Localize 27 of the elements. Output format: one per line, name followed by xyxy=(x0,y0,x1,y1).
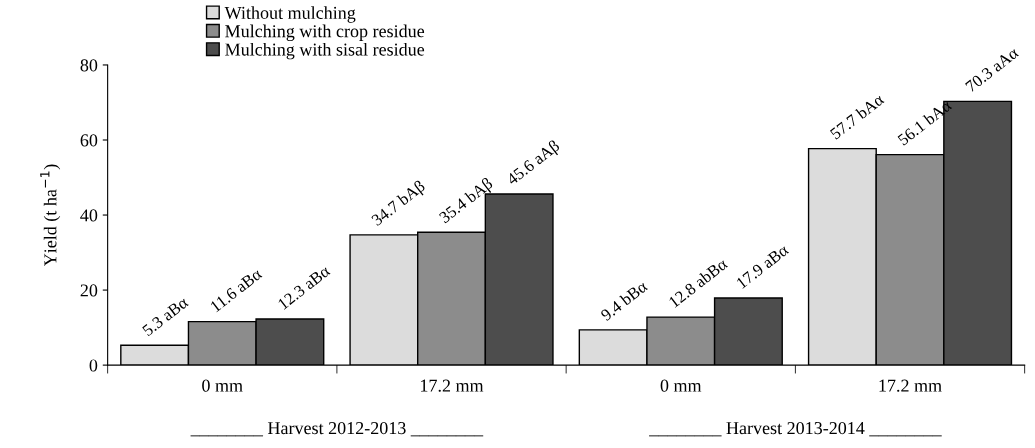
data-label: 45.6 aAβ xyxy=(505,139,563,189)
x-tick-label: 0 mm xyxy=(202,379,243,392)
legend-label: Without mulching xyxy=(224,6,356,23)
y-tick-label: 80 xyxy=(80,59,98,72)
data-label: 5.3 aBα xyxy=(141,296,189,337)
text: ________ Harvest 2013-2014 ________ xyxy=(649,421,942,437)
y-axis-title: Yield (t ha$^{−1}$) xyxy=(40,164,61,267)
data-label: 34.7 bAβ xyxy=(370,179,428,229)
data-label: 12.3 aBα xyxy=(277,264,331,310)
text: ________ Harvest 2012-2013 ________ xyxy=(190,421,484,437)
y-tick-label: 0 xyxy=(89,359,98,372)
data-label: 70.3 aAα xyxy=(964,46,1020,93)
y-tick-label: 40 xyxy=(80,209,98,222)
x-tick-label: 17.2 mm xyxy=(879,379,942,392)
x-tick-label: 0 mm xyxy=(660,379,702,392)
legend-label: Mulching with crop residue xyxy=(225,24,425,42)
data-label: 11.6 aBα xyxy=(209,267,263,313)
data-label: 56.1 bAα xyxy=(896,98,953,146)
y-tick-label: 60 xyxy=(80,134,98,147)
data-label: 9.4 bBα xyxy=(599,279,649,322)
data-label: 17.9 aBα xyxy=(735,243,790,289)
data-label: 12.8 abBα xyxy=(668,257,729,308)
x-tick-label: 17.2 mm xyxy=(421,379,484,392)
legend-label: Mulching with sisal residue xyxy=(225,42,425,60)
data-label: 35.4 bAβ xyxy=(438,176,496,227)
y-tick-label: 20 xyxy=(80,284,98,297)
data-label: 57.7 bAα xyxy=(829,92,885,140)
